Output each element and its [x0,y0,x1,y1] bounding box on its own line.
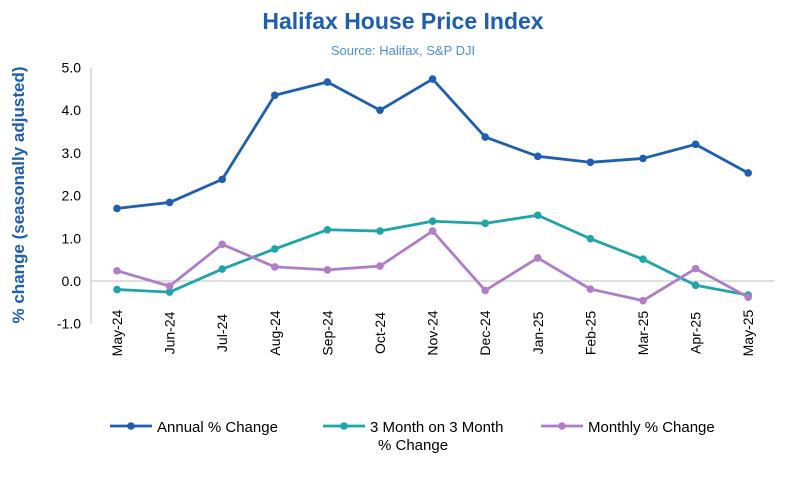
y-tick-label: 4.0 [62,102,82,118]
data-point [534,152,542,161]
data-point [534,254,542,262]
data-point [691,281,700,290]
data-point [428,217,437,226]
data-point [376,227,384,235]
data-point [428,227,437,235]
data-point [323,266,332,274]
data-point [165,198,174,207]
data-point [744,293,752,302]
y-tick-label: 1.0 [62,230,82,246]
legend-label: 3 Month on 3 Month [370,419,503,436]
y-tick-label: -1.0 [57,316,81,332]
data-point [481,286,490,295]
data-point [165,282,174,290]
data-point [586,158,595,167]
data-point [271,91,279,100]
data-point [323,225,332,234]
data-point [218,175,226,184]
y-tick-label: 2.0 [62,188,82,204]
x-tick-label: Jan-25 [530,311,546,354]
chart-subtitle: Source: Halifax, S&P DJI [330,43,476,58]
y-tick-label: 3.0 [62,145,82,161]
legend-label: % Change [378,437,448,454]
data-point [113,266,121,275]
data-point [639,255,647,264]
data-point [691,264,700,273]
legend-marker [558,422,566,430]
legend-marker [340,422,348,430]
data-point [691,140,700,149]
data-point [744,169,752,177]
chart-title: Halifax House Price Index [262,8,544,34]
legend-label: Annual % Change [157,419,278,436]
y-axis-label: % change (seasonally adjusted) [9,67,28,324]
data-point [218,265,226,273]
x-tick-label: Nov-24 [425,310,441,355]
x-tick-label: Feb-25 [582,311,598,356]
data-point [481,133,490,141]
data-point [323,78,332,86]
data-point [586,234,595,243]
legend-marker [127,422,135,430]
y-tick-label: 5.0 [62,60,82,76]
data-point [586,285,595,293]
y-tick-label: 0.0 [62,273,82,289]
x-tick-label: Jun-24 [162,311,178,354]
x-tick-label: May-25 [740,309,756,356]
series-line [116,213,749,297]
legend-label: Monthly % Change [588,419,715,436]
data-point [218,240,226,249]
data-point [113,285,121,294]
x-tick-label: Mar-25 [635,311,651,356]
data-point [271,263,279,271]
data-point [639,154,647,163]
data-point [639,296,647,305]
x-tick-label: Sep-24 [319,310,335,355]
series-line [116,77,749,210]
x-tick-label: Aug-24 [267,310,283,355]
x-tick-label: Jul-24 [214,314,230,352]
data-point [165,288,174,296]
data-point [534,211,542,220]
data-point [481,219,490,228]
x-tick-label: Dec-24 [477,310,493,355]
x-tick-label: Oct-24 [372,312,388,354]
data-point [428,75,437,83]
x-tick-label: Apr-25 [688,312,704,354]
data-point [113,204,121,213]
x-tick-label: May-24 [109,309,125,356]
data-point [271,245,279,253]
data-point [376,106,384,114]
data-point [376,262,384,270]
